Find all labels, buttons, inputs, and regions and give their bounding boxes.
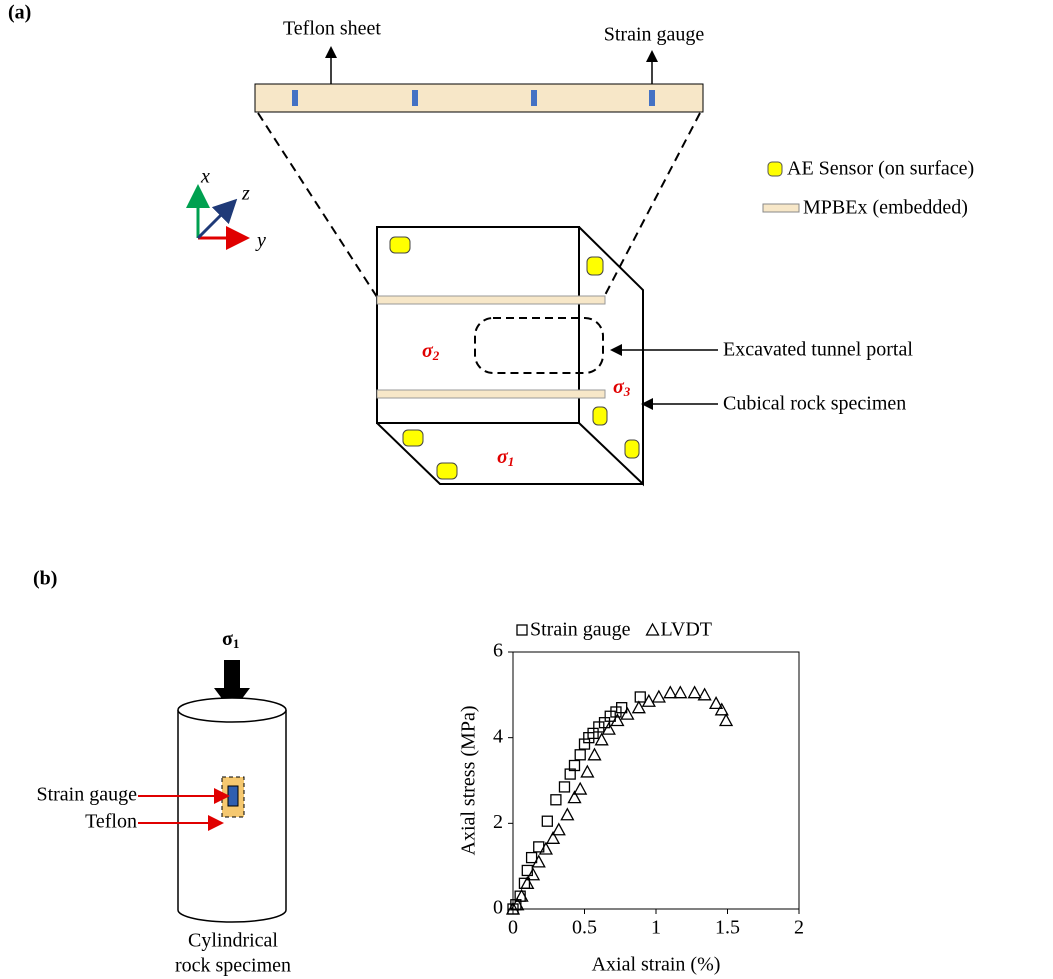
y-axis-title: Axial stress (MPa) [458, 706, 480, 856]
specimen-label: Cubical rock specimen [723, 393, 906, 415]
legend-label: LVDT [661, 619, 712, 641]
axis-z: z [241, 183, 250, 205]
marker [689, 687, 701, 698]
gauge [228, 786, 238, 806]
axes-triad: x y z [198, 166, 266, 252]
axis-x: x [200, 166, 210, 188]
marker [559, 782, 569, 792]
marker [561, 809, 573, 820]
marker [580, 739, 590, 749]
legend-label: Strain gauge [530, 619, 631, 641]
x-tick-label: 0.5 [572, 917, 597, 939]
gauge-label: Strain gauge [36, 784, 137, 806]
sigma2: σ2 [422, 340, 440, 363]
y-tick-label: 2 [493, 811, 503, 833]
caption: rock specimen [175, 955, 291, 977]
x-tick-label: 1 [651, 917, 661, 939]
y-tick-label: 6 [493, 640, 503, 662]
y-tick-label: 4 [493, 725, 503, 747]
teflon-label: Teflon [85, 811, 137, 833]
marker [584, 733, 594, 743]
marker [621, 708, 633, 719]
x-tick-label: 0 [508, 917, 518, 939]
marker [588, 728, 598, 738]
marker [594, 722, 604, 732]
marker [720, 715, 732, 726]
figure: (a) Teflon sheet Strain gauge x y z AE S… [0, 0, 1053, 979]
teflon-label: Teflon sheet [283, 18, 381, 40]
marker [581, 766, 593, 777]
sigma1-b: σ1 [222, 628, 239, 651]
marker [542, 816, 552, 826]
marker [605, 711, 615, 721]
zoom-line [604, 113, 700, 297]
gauge-label: Strain gauge [604, 24, 705, 46]
y-tick-label: 0 [493, 897, 503, 919]
marker [633, 702, 645, 713]
chart: 0 0.5 1 1.5 2 0 2 4 6 Axial strain (%) Axial stres… [458, 619, 804, 976]
marker [527, 853, 537, 863]
legend-item: MPBEx (embedded) [803, 197, 968, 219]
tunnel [475, 318, 603, 373]
panel-label: (b) [33, 568, 57, 590]
zoom-line [258, 113, 377, 297]
marker [553, 824, 565, 835]
marker [600, 718, 610, 728]
x-tick-label: 1.5 [715, 917, 740, 939]
marker [575, 750, 585, 760]
teflon-sheet [255, 84, 703, 112]
legend-marker [647, 624, 659, 635]
tunnel-label: Excavated tunnel portal [723, 339, 913, 361]
axis-y: y [255, 230, 266, 252]
marker [716, 704, 728, 715]
x-tick-label: 2 [794, 917, 804, 939]
marker [551, 795, 561, 805]
sigma3: σ3 [613, 376, 631, 399]
marker [611, 707, 621, 717]
marker [603, 723, 615, 734]
legend-a: AE Sensor (on surface) MPBEx (embedded) [763, 158, 974, 219]
caption: Cylindrical [188, 930, 278, 952]
mpbex [377, 390, 605, 398]
marker [574, 783, 586, 794]
marker [589, 749, 601, 760]
marker [533, 856, 545, 867]
legend-marker [517, 625, 527, 635]
panel-label: (a) [8, 2, 31, 24]
sigma1: σ1 [497, 446, 514, 469]
marker [653, 691, 665, 702]
marker [635, 692, 645, 702]
mpbex [377, 296, 605, 304]
legend-item: AE Sensor (on surface) [787, 158, 974, 180]
plot-frame [513, 652, 799, 909]
x-axis-title: Axial strain (%) [592, 954, 721, 976]
